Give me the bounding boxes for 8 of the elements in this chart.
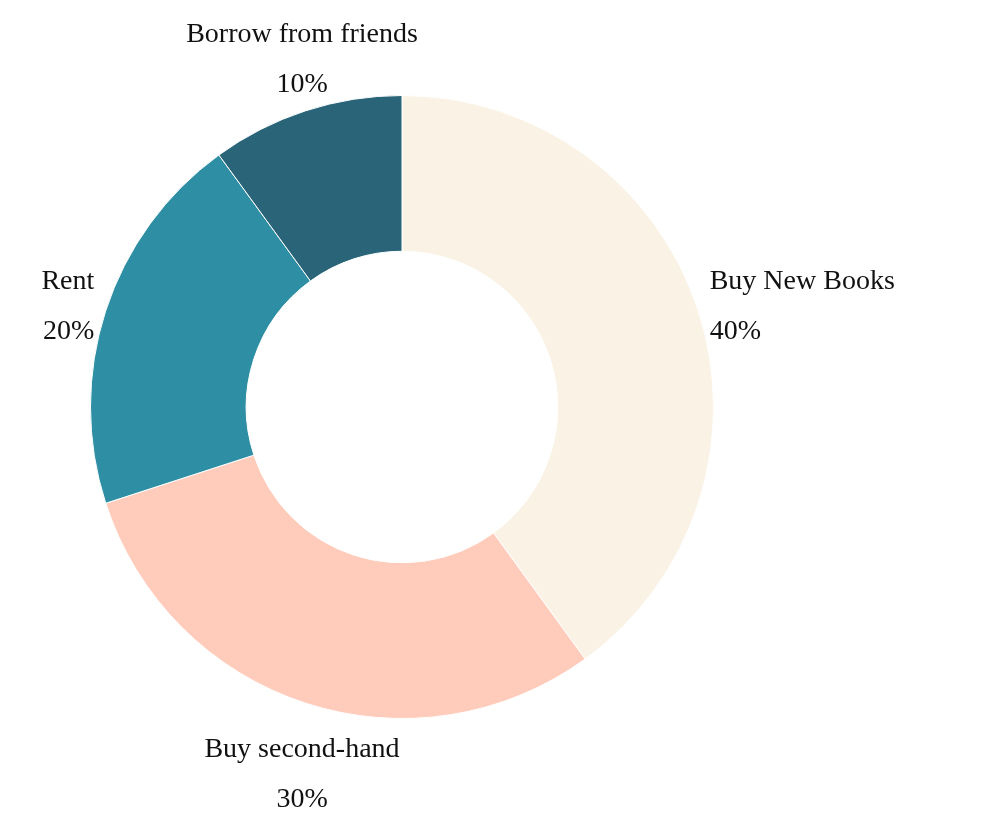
data-label: 10% [276,66,328,98]
slice-label: Buy second-hand [204,732,400,764]
slice-label: Borrow from friends [186,16,418,48]
data-label: 40% [709,314,761,346]
slice-label: Rent [41,264,95,296]
slice-label: Buy New Books [709,264,895,296]
data-label: 20% [43,314,95,346]
data-label: 30% [276,782,328,814]
